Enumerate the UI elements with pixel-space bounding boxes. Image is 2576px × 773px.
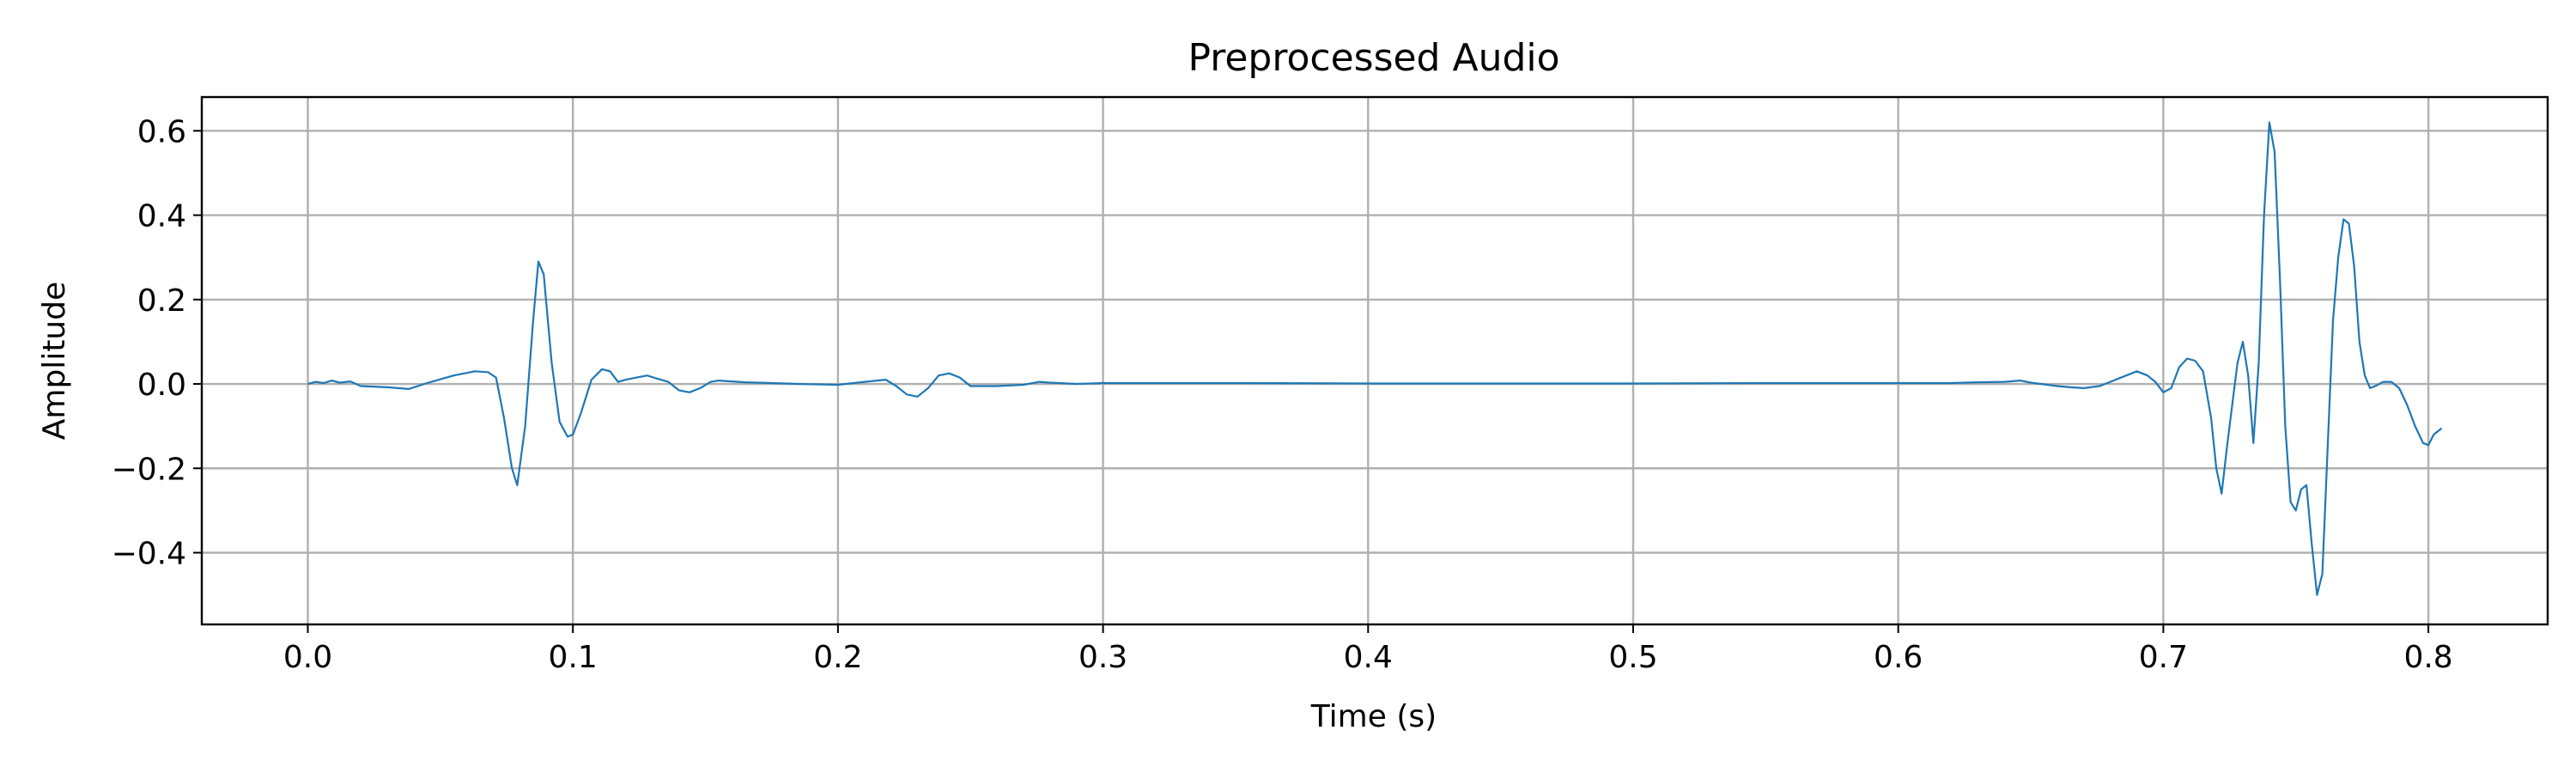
x-tick-label: 0.5 [1608, 640, 1657, 675]
x-tick-label: 0.1 [549, 640, 598, 675]
y-tick-label: 0.2 [137, 283, 186, 319]
plot-frame [200, 95, 2549, 626]
x-tick-label: 0.0 [283, 640, 332, 675]
y-tick-label: −0.4 [112, 536, 186, 571]
y-axis-label: Amplitude [37, 282, 72, 440]
y-tick-label: 0.4 [137, 199, 186, 234]
x-tick-label: 0.2 [813, 640, 862, 675]
x-tick-label: 0.4 [1344, 640, 1393, 675]
grid [202, 97, 2548, 624]
y-tick-label: −0.2 [112, 452, 186, 487]
chart-title: Preprocessed Audio [1188, 36, 1559, 80]
x-tick-label: 0.3 [1078, 640, 1127, 675]
x-tick-label: 0.7 [2139, 640, 2188, 675]
audio-waveform-line [307, 121, 2443, 596]
x-tick-label: 0.6 [1874, 640, 1923, 675]
x-axis-ticks: 0.0 0.1 0.2 0.3 0.4 0.5 0.6 0.7 0.8 [283, 624, 2453, 675]
x-tick-label: 0.8 [2403, 640, 2452, 675]
y-tick-label: 0.6 [137, 114, 186, 149]
x-axis-label: Time (s) [1310, 699, 1437, 734]
y-axis-ticks: −0.4 −0.2 0.0 0.2 0.4 0.6 [112, 114, 202, 571]
series-group [307, 121, 2443, 596]
y-tick-label: 0.0 [137, 368, 186, 403]
